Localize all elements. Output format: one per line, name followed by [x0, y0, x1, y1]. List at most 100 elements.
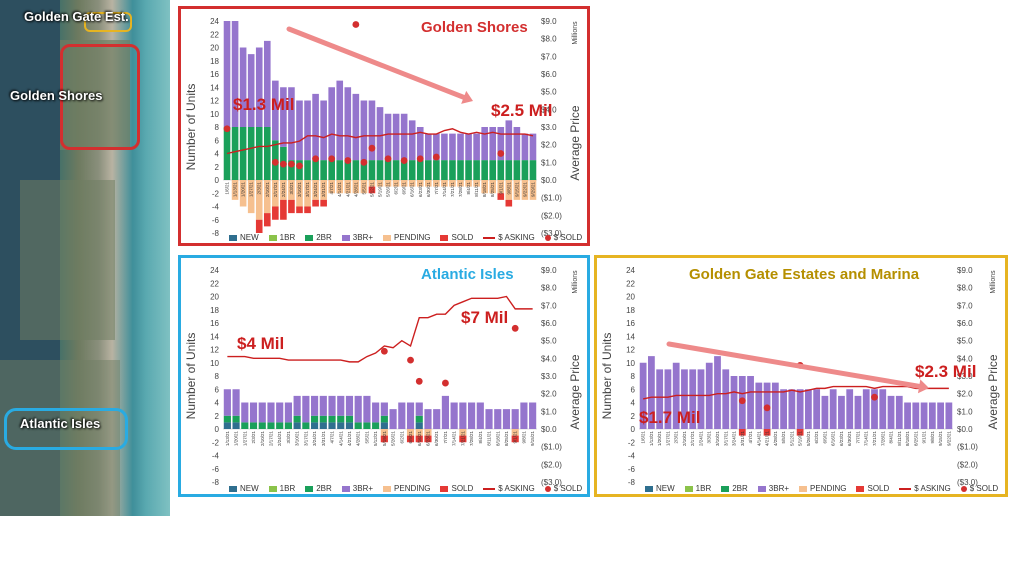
- bar-2br: [441, 160, 448, 180]
- bar-3br: [255, 47, 263, 127]
- y-tick-label: 18: [210, 306, 219, 315]
- bar-3br: [284, 402, 292, 423]
- bar-2br: [408, 160, 416, 180]
- bar-3br: [247, 54, 255, 127]
- bar-new: [293, 422, 301, 429]
- bar-2br: [415, 415, 423, 423]
- bar-2br: [380, 415, 388, 423]
- x-tick-label: 5/19/21: [798, 431, 803, 447]
- bar-pending: [415, 429, 423, 436]
- bar-3br: [821, 395, 829, 429]
- bar-pending: [344, 180, 352, 194]
- x-tick-label: 7/7/21: [443, 431, 448, 444]
- bar-3br: [697, 369, 705, 429]
- bar-2br: [433, 160, 440, 180]
- bar-3br: [928, 402, 936, 429]
- bar-pending: [304, 180, 311, 207]
- bar-3br: [372, 402, 380, 423]
- golden-gate-legend: NEW 1BR 2BR 3BR+ PENDING SOLD $ ASKING $…: [645, 484, 998, 493]
- sold-price-point: [288, 160, 295, 168]
- trend-arrow-head: [917, 379, 929, 394]
- y-tick-label: 18: [210, 57, 219, 66]
- x-tick-label: 1/6/21: [641, 431, 646, 444]
- legend-pending: PENDING: [383, 233, 430, 242]
- bar-3br: [249, 402, 258, 423]
- bar-pending: [320, 180, 327, 200]
- bar-3br: [360, 100, 368, 161]
- y2-tick-label: $2.0: [957, 390, 973, 399]
- bar-pending: [239, 180, 247, 207]
- x-tick-label: 7/28/21: [469, 431, 474, 447]
- y-tick-label: 16: [626, 319, 635, 328]
- bar-sold: [415, 435, 423, 443]
- x-tick-label: 5/12/21: [373, 431, 378, 447]
- land-block-south: [0, 360, 120, 516]
- bar-2br: [302, 422, 310, 429]
- legend-2br: 2BR: [721, 484, 748, 493]
- y-tick-label: 0: [215, 176, 220, 185]
- sold-price-point: [368, 144, 376, 152]
- y2-axis-title: Average Price: [568, 354, 582, 429]
- bar-2br: [352, 160, 360, 180]
- x-tick-label: 8/25/21: [504, 431, 509, 447]
- bar-sold: [288, 199, 295, 214]
- bar-3br: [296, 100, 303, 161]
- bar-2br: [276, 422, 284, 429]
- bar-pending: [328, 180, 335, 194]
- x-tick-label: 5/12/21: [789, 431, 794, 447]
- bar-2br: [284, 422, 292, 429]
- bar-pending: [406, 429, 415, 436]
- bar-3br: [328, 395, 336, 416]
- x-tick-label: 1/27/21: [249, 182, 254, 198]
- sold-price-point: [511, 324, 519, 332]
- bar-3br: [231, 21, 239, 127]
- atlantic-isles-panel: -8 -6 -4 -2 0 2 4 6 8 10 12 14 16 18 20 22 24 ($3.0) ($2.0…: [178, 255, 590, 497]
- x-tick-label: 7/14/21: [452, 431, 457, 447]
- sold-price-point: [416, 155, 424, 163]
- bar-2br: [231, 127, 239, 180]
- bar-3br: [529, 133, 537, 161]
- map-label-golden-shores: Golden Shores: [10, 88, 103, 103]
- y2-tick-label: $1.0: [541, 158, 557, 167]
- y-tick-label: 14: [626, 332, 635, 341]
- bar-3br: [846, 389, 854, 429]
- y2-tick-label: $3.0: [541, 372, 557, 381]
- legend-2br: 2BR: [305, 233, 332, 242]
- bar-2br: [328, 160, 335, 180]
- bar-3br: [415, 402, 423, 416]
- x-tick-label: 9/1/21: [498, 182, 503, 195]
- x-tick-label: 9/1/21: [922, 431, 927, 444]
- x-tick-label: 6/9/21: [402, 182, 407, 195]
- y2-tick-label: ($3.0): [957, 478, 978, 487]
- bar-3br: [449, 133, 456, 161]
- bar-3br: [714, 356, 721, 429]
- bar-3br: [376, 107, 384, 161]
- bar-2br: [384, 160, 392, 180]
- bar-2br: [337, 415, 345, 423]
- bar-3br: [813, 389, 821, 429]
- x-tick-label: 2/24/21: [698, 431, 703, 447]
- bar-3br: [416, 127, 424, 161]
- x-tick-label: 2/10/21: [682, 431, 687, 447]
- y2-tick-label: $0.0: [957, 425, 973, 434]
- bar-3br: [862, 389, 870, 429]
- bar-sold: [368, 186, 376, 194]
- bar-3br: [337, 395, 345, 416]
- golden-shores-outline: [60, 44, 140, 150]
- y-tick-label: 20: [210, 44, 219, 53]
- bar-3br: [459, 402, 467, 429]
- legend-pending: PENDING: [799, 484, 846, 493]
- bar-pending: [416, 180, 424, 187]
- bar-pending: [296, 180, 303, 207]
- x-tick-label: 2/3/21: [251, 431, 256, 444]
- bar-3br: [288, 87, 295, 161]
- bar-3br: [648, 356, 655, 429]
- y-tick-label: 16: [210, 319, 219, 328]
- bar-3br: [441, 133, 448, 161]
- bar-sold: [497, 193, 505, 200]
- y-tick-label: 20: [210, 293, 219, 302]
- bar-3br: [747, 376, 754, 429]
- bar-pending: [473, 180, 480, 187]
- bar-2br: [232, 415, 240, 423]
- y-tick-label: 2: [215, 163, 220, 172]
